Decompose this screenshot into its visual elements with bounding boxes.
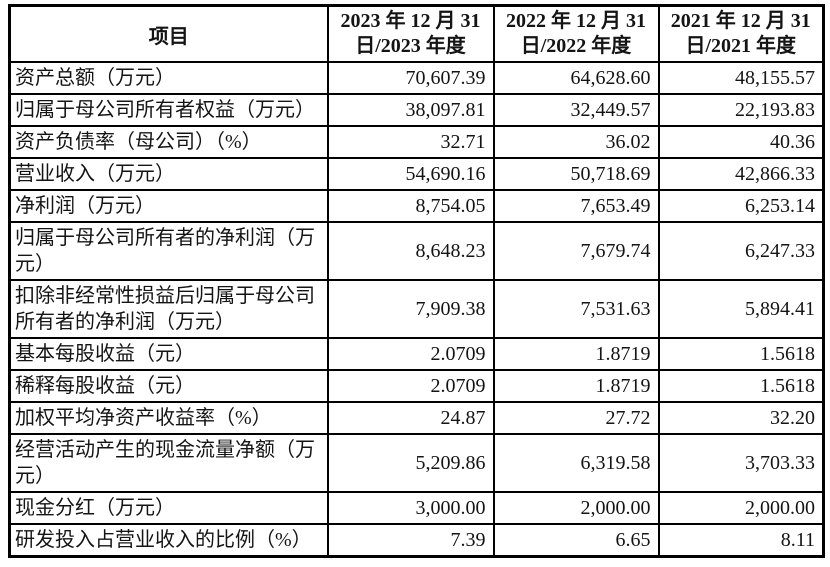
row-item-label: 基本每股收益（元） <box>8 337 329 371</box>
table-row: 营业收入（万元） 54,690.16 50,718.69 42,866.33 <box>8 157 825 191</box>
row-value-cell: 32.71 <box>326 125 495 159</box>
row-item-label: 归属于母公司所有者的净利润（万元） <box>8 221 329 281</box>
period-2021-line1: 2021 年 12 月 31 <box>670 10 811 32</box>
period-2022-line2: 日/2022 年度 <box>520 35 632 57</box>
table-row: 资产负债率（母公司）（%） 32.71 36.02 40.36 <box>8 125 825 159</box>
row-value-cell: 42,866.33 <box>657 157 825 191</box>
row-value-cell: 6.65 <box>492 523 660 558</box>
row-value-cell: 8,648.23 <box>326 221 495 281</box>
column-header-period-2023: 2023 年 12 月 31 日/2023 年度 <box>326 4 495 63</box>
row-value-cell: 2.0709 <box>326 369 495 403</box>
row-item-label: 稀释每股收益（元） <box>8 369 329 403</box>
period-2023-line1: 2023 年 12 月 31 <box>340 10 481 32</box>
row-item-label: 扣除非经常性损益后归属于母公司所有者的净利润（万元） <box>8 279 329 339</box>
row-value-cell: 2,000.00 <box>492 491 660 525</box>
row-value-cell: 5,209.86 <box>326 433 495 493</box>
table-row: 资产总额（万元） 70,607.39 64,628.60 48,155.57 <box>8 61 825 95</box>
row-item-label: 营业收入（万元） <box>8 157 329 191</box>
table-row: 净利润（万元） 8,754.05 7,653.49 6,253.14 <box>8 189 825 223</box>
row-value-cell: 5,894.41 <box>657 279 825 339</box>
table-row: 归属于母公司所有者的净利润（万元） 8,648.23 7,679.74 6,247.3… <box>8 221 825 281</box>
row-value-cell: 50,718.69 <box>492 157 660 191</box>
row-value-cell: 1.5618 <box>657 369 825 403</box>
row-item-label: 现金分红（万元） <box>8 491 329 525</box>
row-value-cell: 7,531.63 <box>492 279 660 339</box>
row-value-cell: 22,193.83 <box>657 93 825 127</box>
row-value-cell: 2,000.00 <box>657 491 825 525</box>
column-header-period-2022: 2022 年 12 月 31 日/2022 年度 <box>492 4 660 63</box>
row-item-label: 经营活动产生的现金流量净额（万元） <box>8 433 329 493</box>
period-2021-line2: 日/2021 年度 <box>685 35 797 57</box>
financial-summary-table: 项目 2023 年 12 月 31 日/2023 年度 2022 年 12 月 … <box>8 4 825 558</box>
column-header-period-2021: 2021 年 12 月 31 日/2021 年度 <box>657 4 825 63</box>
row-value-cell: 7,653.49 <box>492 189 660 223</box>
row-value-cell: 7,679.74 <box>492 221 660 281</box>
table-row: 现金分红（万元） 3,000.00 2,000.00 2,000.00 <box>8 491 825 525</box>
table-row: 稀释每股收益（元） 2.0709 1.8719 1.5618 <box>8 369 825 403</box>
row-value-cell: 3,703.33 <box>657 433 825 493</box>
table-row: 加权平均净资产收益率（%） 24.87 27.72 32.20 <box>8 401 825 435</box>
row-value-cell: 3,000.00 <box>326 491 495 525</box>
table-row: 研发投入占营业收入的比例（%） 7.39 6.65 8.11 <box>8 523 825 558</box>
row-value-cell: 38,097.81 <box>326 93 495 127</box>
table-row: 基本每股收益（元） 2.0709 1.8719 1.5618 <box>8 337 825 371</box>
row-value-cell: 27.72 <box>492 401 660 435</box>
row-value-cell: 6,253.14 <box>657 189 825 223</box>
row-value-cell: 48,155.57 <box>657 61 825 95</box>
row-value-cell: 6,247.33 <box>657 221 825 281</box>
column-header-item: 项目 <box>8 4 329 63</box>
table-row: 经营活动产生的现金流量净额（万元） 5,209.86 6,319.58 3,703.3… <box>8 433 825 493</box>
row-value-cell: 1.8719 <box>492 369 660 403</box>
row-item-label: 加权平均净资产收益率（%） <box>8 401 329 435</box>
row-value-cell: 6,319.58 <box>492 433 660 493</box>
period-2023-line2: 日/2023 年度 <box>355 35 466 57</box>
table-row: 归属于母公司所有者权益（万元） 38,097.81 32,449.57 22,193.… <box>8 93 825 127</box>
row-value-cell: 1.8719 <box>492 337 660 371</box>
row-item-label: 净利润（万元） <box>8 189 329 223</box>
row-value-cell: 8.11 <box>657 523 825 558</box>
row-value-cell: 7,909.38 <box>326 279 495 339</box>
row-value-cell: 70,607.39 <box>326 61 495 95</box>
row-value-cell: 2.0709 <box>326 337 495 371</box>
row-item-label: 研发投入占营业收入的比例（%） <box>8 523 329 558</box>
row-value-cell: 24.87 <box>326 401 495 435</box>
row-value-cell: 1.5618 <box>657 337 825 371</box>
header-row: 项目 2023 年 12 月 31 日/2023 年度 2022 年 12 月 … <box>8 4 825 63</box>
row-item-label: 归属于母公司所有者权益（万元） <box>8 93 329 127</box>
period-2022-line1: 2022 年 12 月 31 <box>506 10 646 32</box>
row-value-cell: 36.02 <box>492 125 660 159</box>
row-item-label: 资产总额（万元） <box>8 61 329 95</box>
row-value-cell: 54,690.16 <box>326 157 495 191</box>
row-value-cell: 8,754.05 <box>326 189 495 223</box>
table-body: 资产总额（万元） 70,607.39 64,628.60 48,155.57 归属于母公… <box>8 61 825 558</box>
row-value-cell: 64,628.60 <box>492 61 660 95</box>
row-value-cell: 7.39 <box>326 523 495 558</box>
row-value-cell: 32,449.57 <box>492 93 660 127</box>
row-value-cell: 32.20 <box>657 401 825 435</box>
table-row: 扣除非经常性损益后归属于母公司所有者的净利润（万元） 7,909.38 7,531.… <box>8 279 825 339</box>
row-value-cell: 40.36 <box>657 125 825 159</box>
row-item-label: 资产负债率（母公司）（%） <box>8 125 329 159</box>
